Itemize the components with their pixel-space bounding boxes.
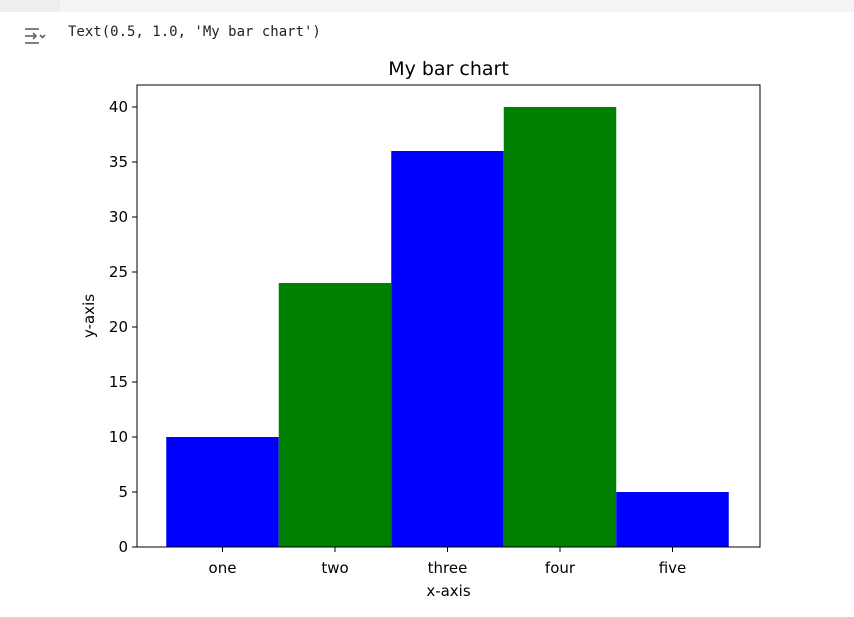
- output-text: Text(0.5, 1.0, 'My bar chart'): [68, 24, 321, 40]
- x-tick-label: two: [321, 559, 348, 577]
- bar-three: [391, 151, 504, 547]
- y-axis-label: y-axis: [80, 294, 98, 338]
- y-tick-label: 35: [109, 153, 128, 171]
- bars-group: [166, 107, 729, 547]
- x-ticks-group: one two three four five: [209, 547, 687, 577]
- y-tick-label: 5: [118, 483, 128, 501]
- chart-title: My bar chart: [388, 58, 509, 80]
- y-tick-label: 10: [109, 428, 128, 446]
- x-axis-label: x-axis: [426, 582, 471, 600]
- bar-one: [166, 437, 279, 547]
- bar-two: [278, 283, 392, 547]
- y-tick-label: 15: [109, 373, 128, 391]
- plot-frame: [136, 84, 761, 548]
- output-toggle-icon[interactable]: [22, 24, 46, 48]
- x-tick-label: four: [545, 559, 576, 577]
- previous-cell-strip: [0, 0, 854, 12]
- cell-gutter: [0, 0, 60, 12]
- y-tick-label: 40: [109, 98, 128, 116]
- y-tick-label: 30: [109, 208, 128, 226]
- bar-four: [503, 107, 617, 547]
- bar-five: [616, 492, 729, 547]
- x-tick-label: one: [209, 559, 237, 577]
- y-ticks-group: 0 5 10 15 20 25 30 35 40: [109, 98, 137, 556]
- y-tick-label: 0: [118, 538, 128, 556]
- x-tick-label: three: [428, 559, 468, 577]
- x-tick-label: five: [659, 559, 687, 577]
- y-tick-label: 20: [109, 318, 128, 336]
- cell-output: Text(0.5, 1.0, 'My bar chart'): [0, 14, 854, 54]
- y-tick-label: 25: [109, 263, 128, 281]
